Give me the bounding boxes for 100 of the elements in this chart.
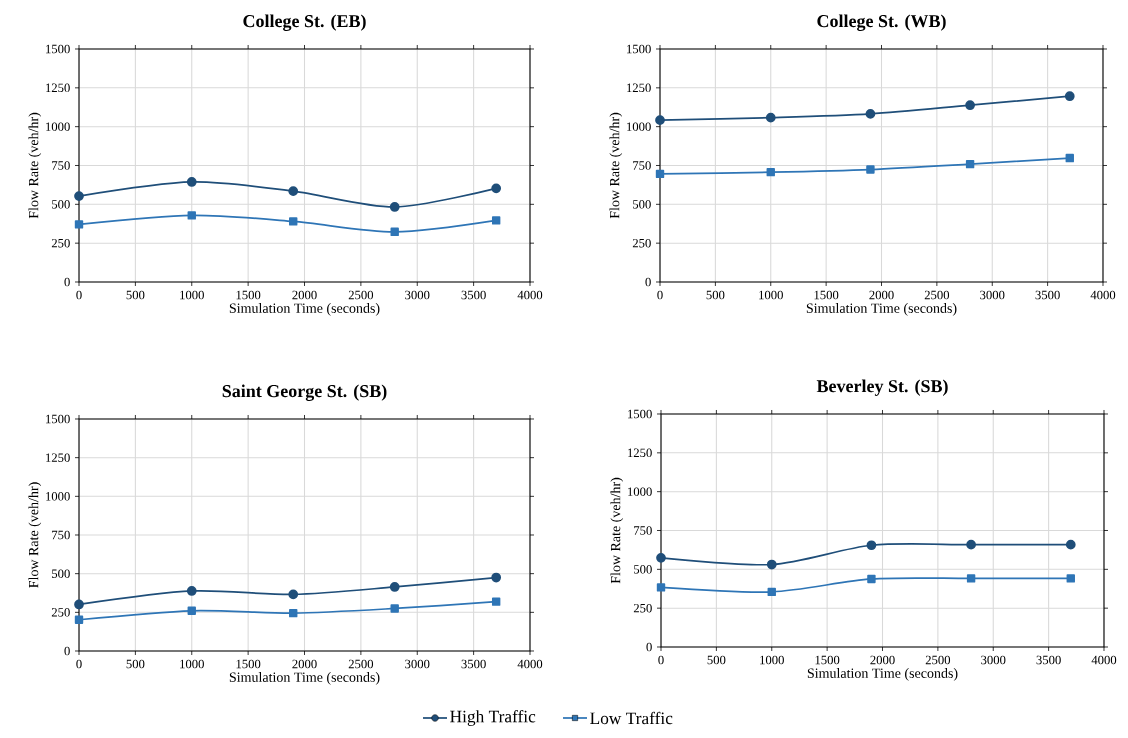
x-tick-label: 1500: [815, 655, 840, 665]
point: [389, 582, 400, 592]
x-tick-label: 0: [76, 290, 82, 300]
point: [1066, 574, 1075, 583]
chart-title: College St. (WB): [817, 14, 946, 31]
y-tick-label: 250: [51, 238, 70, 248]
point: [965, 100, 975, 111]
y-tick-label: 1250: [46, 83, 70, 93]
x-tick-label: 2500: [348, 290, 374, 300]
x-axis-title: Simulation Time (seconds): [806, 303, 957, 316]
y-tick-label: 0: [646, 642, 652, 652]
x-tick-label: 4000: [1091, 655, 1117, 665]
point: [865, 109, 876, 119]
y-tick-label: 500: [634, 565, 652, 574]
x-tick-label: 500: [126, 290, 145, 300]
point: [491, 183, 502, 194]
y-tick-label: 1000: [46, 122, 70, 131]
y-tick-label: 1000: [46, 492, 70, 501]
y-tick-label: 0: [64, 277, 70, 287]
point: [965, 159, 975, 169]
x-tick-label: 1500: [236, 659, 261, 669]
x-tick-label: 3500: [461, 659, 486, 669]
x-tick-label: 500: [706, 290, 725, 300]
y-tick-label: 1500: [46, 44, 70, 54]
y-tick-label: 750: [52, 530, 70, 540]
y-tick-label: 1500: [46, 414, 70, 424]
y-tick-label: 0: [64, 646, 70, 656]
point: [74, 599, 84, 610]
y-tick-label: 750: [633, 161, 651, 170]
x-tick-label: 4000: [517, 659, 543, 669]
x-tick-label: 1500: [236, 290, 261, 300]
point: [186, 586, 197, 596]
point: [866, 540, 877, 551]
point: [656, 583, 666, 592]
point: [288, 186, 299, 196]
y-tick-label: 0: [645, 277, 651, 287]
x-tick-label: 0: [657, 290, 663, 300]
x-tick-label: 1000: [759, 290, 783, 300]
point: [186, 177, 197, 187]
y-tick-label: 1500: [627, 44, 651, 54]
y-tick-label: 1250: [628, 448, 652, 458]
legend-label: High Traffic: [450, 710, 536, 726]
y-tick-label: 1500: [628, 409, 652, 419]
y-axis-title: Flow Rate (veh/hr): [28, 112, 42, 219]
point: [74, 191, 84, 201]
y-axis-title: Flow Rate (veh/hr): [28, 482, 42, 588]
x-tick-label: 3500: [461, 290, 486, 300]
y-tick-label: 500: [633, 200, 651, 209]
x-tick-label: 0: [658, 655, 664, 665]
x-tick-label: 3000: [405, 659, 430, 669]
point: [390, 227, 399, 237]
point: [766, 167, 775, 177]
x-tick-label: 2000: [869, 290, 894, 300]
y-tick-label: 250: [51, 608, 70, 617]
x-tick-label: 4000: [1090, 290, 1116, 300]
x-tick-label: 3500: [1035, 290, 1060, 300]
point: [767, 587, 776, 597]
y-tick-label: 250: [633, 603, 652, 613]
point: [866, 165, 875, 174]
chart-title: Beverley St. (SB): [816, 379, 948, 396]
x-tick-label: 2500: [348, 659, 374, 669]
point: [656, 552, 666, 563]
point: [966, 574, 976, 583]
y-tick-label: 1000: [627, 122, 651, 131]
y-tick-label: 1250: [627, 83, 651, 93]
x-axis-title: Simulation Time (seconds): [807, 668, 958, 681]
x-tick-label: 1500: [814, 290, 839, 300]
x-tick-label: 1000: [180, 659, 204, 669]
point: [655, 115, 665, 126]
x-tick-label: 500: [126, 659, 145, 669]
y-tick-label: 750: [52, 161, 70, 170]
point: [655, 169, 665, 179]
x-tick-label: 0: [76, 659, 82, 669]
x-tick-label: 3000: [405, 290, 430, 300]
point: [187, 606, 196, 615]
y-tick-label: 1250: [46, 453, 70, 462]
point: [765, 112, 776, 123]
point: [288, 589, 299, 600]
x-tick-label: 3500: [1036, 655, 1061, 665]
point: [289, 217, 298, 226]
x-tick-label: 2000: [292, 659, 317, 669]
x-tick-label: 500: [707, 655, 726, 665]
point: [1064, 91, 1075, 102]
point: [74, 615, 84, 624]
y-tick-label: 500: [52, 569, 70, 578]
x-tick-label: 1000: [180, 290, 204, 300]
x-tick-label: 2000: [870, 655, 895, 665]
y-axis-title: Flow Rate (veh/hr): [609, 112, 623, 219]
point: [1065, 539, 1076, 550]
x-axis-title: Simulation Time (seconds): [229, 303, 380, 316]
x-axis-title: Simulation Time (seconds): [229, 672, 380, 685]
point: [491, 597, 501, 606]
x-tick-label: 1000: [760, 655, 784, 665]
y-tick-label: 500: [52, 200, 70, 209]
point: [389, 202, 400, 212]
x-tick-label: 2500: [924, 290, 950, 300]
y-tick-label: 250: [632, 238, 651, 248]
y-axis-title: Flow Rate (veh/hr): [610, 477, 624, 584]
y-tick-label: 1000: [628, 487, 652, 496]
point: [491, 216, 501, 225]
